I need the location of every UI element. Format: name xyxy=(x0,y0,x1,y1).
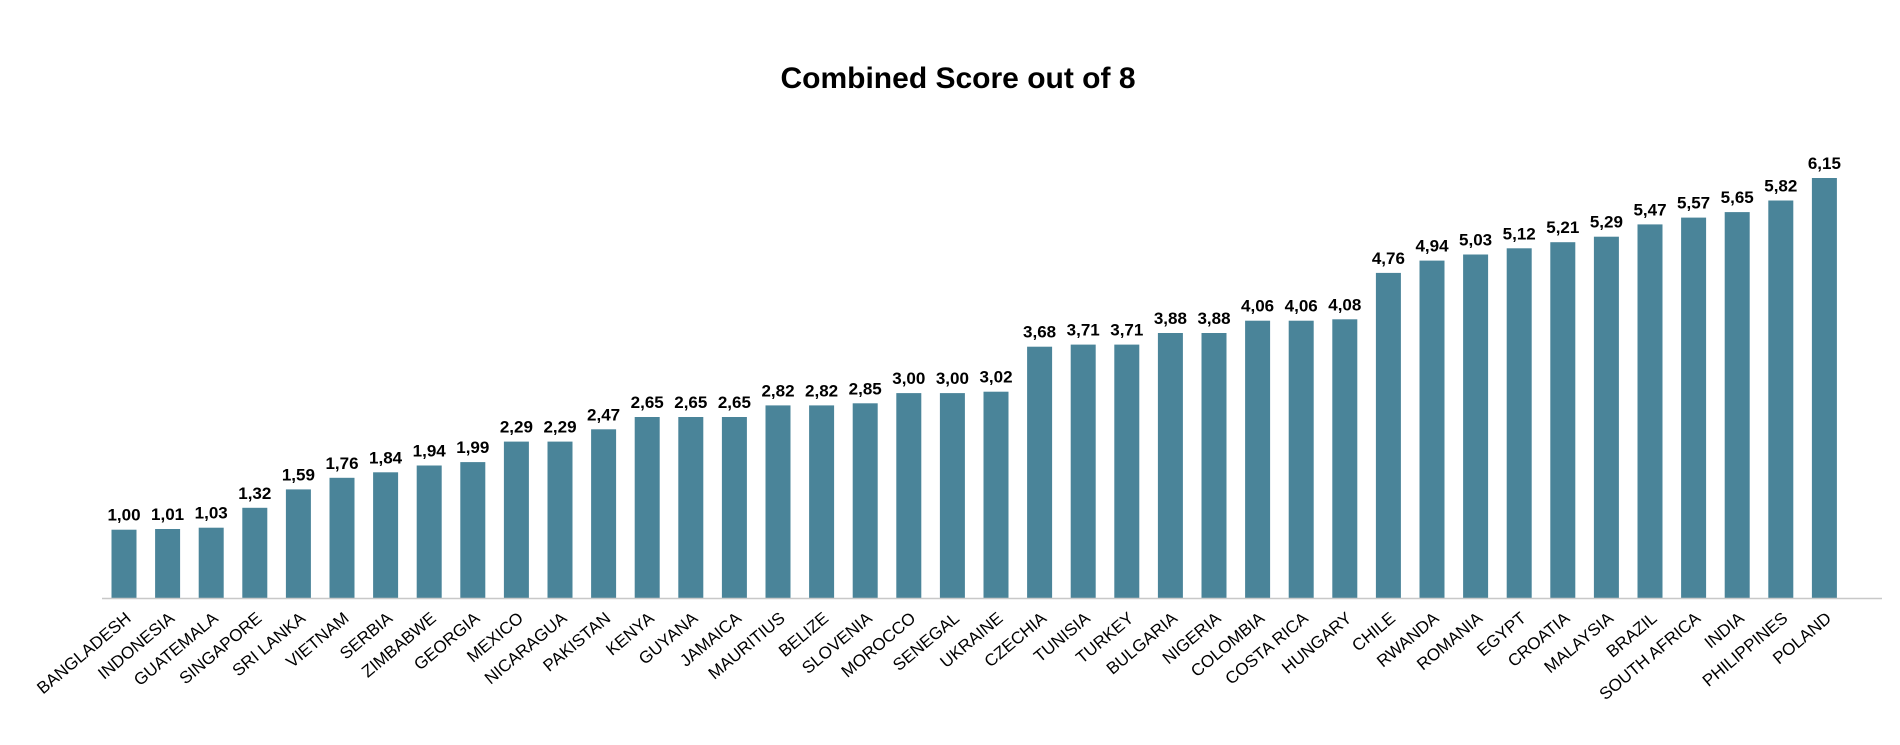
bar-turkey xyxy=(1114,344,1140,598)
bar-costa-rica xyxy=(1288,320,1314,598)
bar-tunisia xyxy=(1070,344,1096,598)
data-label-bangladesh: 1,00 xyxy=(107,506,140,525)
bar-indonesia xyxy=(155,529,181,598)
data-labels-layer: 1,00 1,01 1,03 1,32 1,59 1,76 1,84 1,94 1,99 2,29… xyxy=(107,154,1840,525)
bar-belize xyxy=(809,405,835,598)
bar-mauritius xyxy=(765,405,791,598)
bar-jamaica xyxy=(721,417,747,598)
data-label-sri-lanka: 1,59 xyxy=(282,465,315,484)
data-label-zimbabwe: 1,94 xyxy=(413,442,447,461)
data-label-serbia: 1,84 xyxy=(369,448,403,467)
data-label-brazil: 5,47 xyxy=(1633,200,1666,219)
bar-serbia xyxy=(373,472,399,598)
data-label-kenya: 2,65 xyxy=(631,393,664,412)
bar-hungary xyxy=(1332,319,1358,598)
data-label-guatemala: 1,03 xyxy=(195,504,228,523)
bar-bulgaria xyxy=(1157,333,1183,598)
chart-title: Combined Score out of 8 xyxy=(780,62,1135,95)
bar-mexico xyxy=(503,441,529,598)
bar-bangladesh xyxy=(111,529,137,598)
data-label-jamaica: 2,65 xyxy=(718,393,751,412)
bar-croatia xyxy=(1550,242,1576,598)
bar-malaysia xyxy=(1593,236,1619,598)
bar-zimbabwe xyxy=(416,465,442,598)
data-label-egypt: 5,12 xyxy=(1503,224,1536,243)
data-label-ukraine: 3,02 xyxy=(979,368,1012,387)
bar-south-africa xyxy=(1681,217,1707,598)
data-label-tunisia: 3,71 xyxy=(1067,321,1100,340)
data-label-vietnam: 1,76 xyxy=(325,454,358,473)
data-label-philippines: 5,82 xyxy=(1764,177,1797,196)
data-label-singapore: 1,32 xyxy=(238,484,271,503)
data-label-poland: 6,15 xyxy=(1808,154,1841,173)
data-label-south-africa: 5,57 xyxy=(1677,194,1710,213)
bar-poland xyxy=(1811,178,1837,598)
data-label-chile: 4,76 xyxy=(1372,249,1405,268)
bar-czechia xyxy=(1027,346,1053,598)
data-label-slovenia: 2,85 xyxy=(849,379,882,398)
x-tick-labels-layer: BANGLADESHINDONESIAGUATEMALASINGAPORESRI… xyxy=(33,608,1835,704)
data-label-guyana: 2,65 xyxy=(674,393,707,412)
bar-ukraine xyxy=(983,391,1009,598)
bar-slovenia xyxy=(852,403,878,598)
data-label-rwanda: 4,94 xyxy=(1415,237,1449,256)
bar-singapore xyxy=(242,507,268,598)
data-label-colombia: 4,06 xyxy=(1241,297,1274,316)
bar-nigeria xyxy=(1201,333,1227,598)
bar-guyana xyxy=(678,417,704,598)
bars-layer xyxy=(111,178,1837,599)
bar-nicaragua xyxy=(547,441,573,598)
data-label-pakistan: 2,47 xyxy=(587,405,620,424)
data-label-mexico: 2,29 xyxy=(500,418,533,437)
data-label-india: 5,65 xyxy=(1721,188,1754,207)
bar-guatemala xyxy=(198,527,224,598)
data-label-costa-rica: 4,06 xyxy=(1285,297,1318,316)
data-label-morocco: 3,00 xyxy=(892,369,925,388)
bar-india xyxy=(1724,212,1750,598)
data-label-turkey: 3,71 xyxy=(1110,321,1143,340)
data-label-hungary: 4,08 xyxy=(1328,295,1361,314)
bar-kenya xyxy=(634,417,660,598)
data-label-senegal: 3,00 xyxy=(936,369,969,388)
data-label-mauritius: 2,82 xyxy=(761,381,794,400)
data-label-indonesia: 1,01 xyxy=(151,505,184,524)
data-label-nicaragua: 2,29 xyxy=(543,418,576,437)
data-label-nigeria: 3,88 xyxy=(1197,309,1230,328)
bar-sri-lanka xyxy=(285,489,311,598)
bar-colombia xyxy=(1245,320,1271,598)
bar-pakistan xyxy=(591,429,617,598)
data-label-bulgaria: 3,88 xyxy=(1154,309,1187,328)
bar-senegal xyxy=(939,393,965,598)
bar-romania xyxy=(1463,254,1489,598)
bar-georgia xyxy=(460,462,486,598)
data-label-belize: 2,82 xyxy=(805,381,838,400)
data-label-georgia: 1,99 xyxy=(456,438,489,457)
data-label-croatia: 5,21 xyxy=(1546,218,1579,237)
data-label-romania: 5,03 xyxy=(1459,231,1492,250)
bar-chile xyxy=(1375,272,1401,598)
data-label-czechia: 3,68 xyxy=(1023,323,1056,342)
bar-rwanda xyxy=(1419,260,1445,598)
bar-vietnam xyxy=(329,477,355,598)
bar-egypt xyxy=(1506,248,1532,599)
data-label-malaysia: 5,29 xyxy=(1590,213,1623,232)
bar-philippines xyxy=(1768,200,1794,598)
bar-morocco xyxy=(896,393,922,598)
bar-brazil xyxy=(1637,224,1663,598)
